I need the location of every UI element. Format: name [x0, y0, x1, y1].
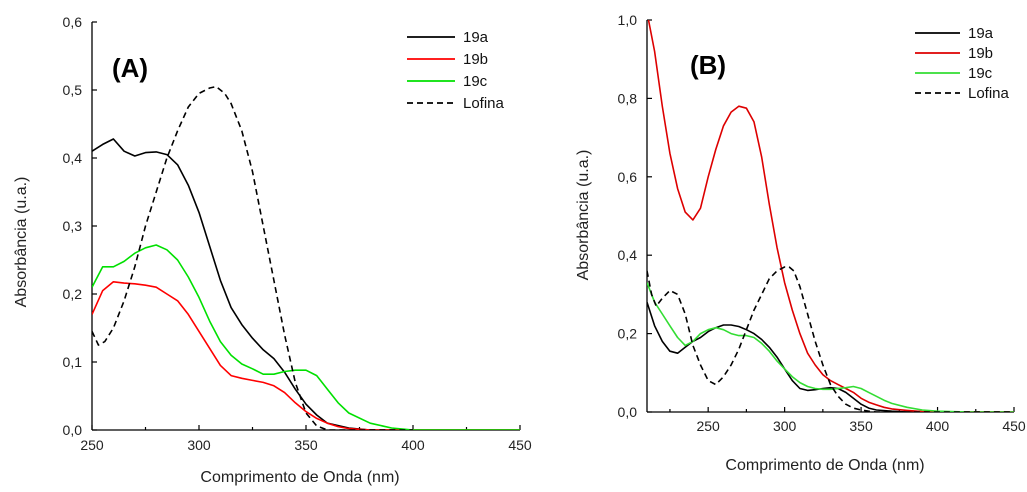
legend-label-19b-b: 19b — [968, 45, 993, 62]
legend-label-19b-a: 19b — [463, 51, 488, 68]
series-line-19b-a — [92, 280, 520, 430]
y-tick-label-b: 0,4 — [618, 247, 638, 263]
x-tick-label-b: 450 — [1002, 418, 1026, 434]
series-line-19b-b — [647, 20, 1014, 412]
x-tick-label-a: 250 — [80, 437, 104, 453]
x-axis-title-b: Comprimento de Onda (nm) — [725, 457, 924, 474]
legend-label-19c-a: 19c — [463, 73, 488, 90]
y-tick-label-b: 0,0 — [618, 404, 638, 420]
y-tick-label-a: 0,0 — [63, 422, 83, 438]
y-tick-label-b: 0,2 — [618, 326, 638, 342]
legend-label-19a-a: 19a — [463, 29, 489, 46]
y-axis-title-b: Absorbância (u.a.) — [575, 150, 592, 281]
chart-panel-a: Comprimento de Onda (nm) Absorbância (u.… — [13, 14, 532, 486]
panel-label-a: (A) — [112, 53, 148, 83]
x-tick-label-a: 350 — [294, 437, 318, 453]
x-axis-title-a: Comprimento de Onda (nm) — [200, 469, 399, 486]
y-tick-label-a: 0,5 — [63, 82, 83, 98]
series-line-19c-b — [647, 282, 1014, 412]
y-tick-label-a: 0,2 — [63, 286, 83, 302]
y-tick-label-a: 0,3 — [63, 218, 83, 234]
x-tick-label-b: 350 — [849, 418, 873, 434]
y-tick-label-a: 0,6 — [63, 14, 83, 30]
legend-label-19c-b: 19c — [968, 65, 993, 82]
panel-label-b: (B) — [690, 50, 726, 80]
y-axis-title-a: Absorbância (u.a.) — [13, 177, 30, 308]
series-line-19a-b — [647, 301, 1014, 412]
series-line-19a-a — [92, 138, 520, 430]
x-tick-label-b: 400 — [926, 418, 950, 434]
x-tick-label-a: 400 — [401, 437, 425, 453]
x-tick-label-a: 450 — [508, 437, 532, 453]
y-tick-label-b: 1,0 — [618, 12, 638, 28]
series-line-lofina-b — [647, 266, 1014, 412]
series-line-lofina-a — [92, 85, 413, 430]
x-tick-label-a: 300 — [187, 437, 211, 453]
y-tick-label-a: 0,1 — [63, 354, 83, 370]
x-tick-label-b: 300 — [773, 418, 797, 434]
series-line-19c-a — [92, 244, 520, 430]
x-tick-label-b: 250 — [696, 418, 720, 434]
y-tick-label-b: 0,6 — [618, 169, 638, 185]
chart-panel-b: Comprimento de Onda (nm) Absorbância (u.… — [575, 12, 1026, 474]
legend-label-lofina-a: Lofina — [463, 95, 505, 112]
legend-label-19a-b: 19a — [968, 25, 994, 42]
legend-label-lofina-b: Lofina — [968, 85, 1010, 102]
y-tick-label-a: 0,4 — [63, 150, 83, 166]
y-tick-label-b: 0,8 — [618, 90, 638, 106]
